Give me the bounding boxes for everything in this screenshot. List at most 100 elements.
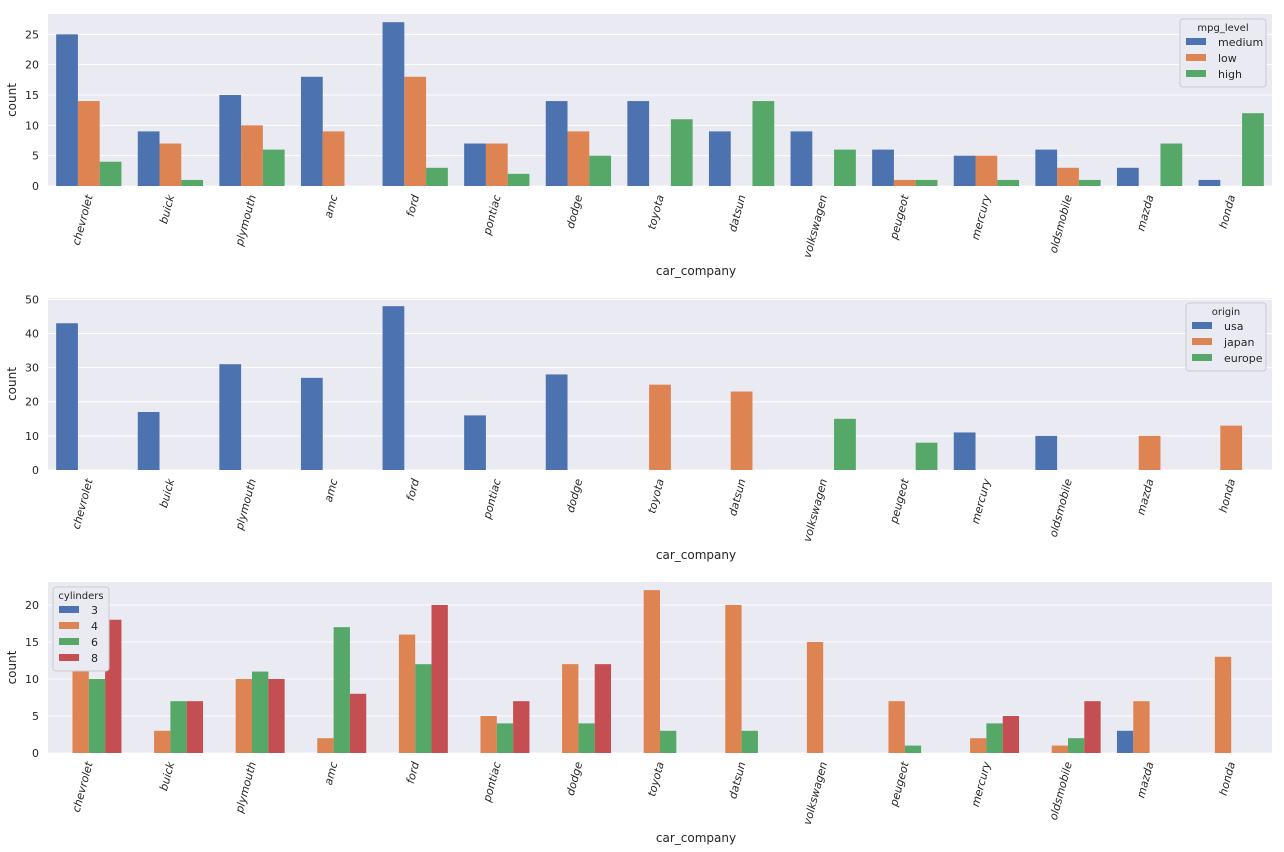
bar — [235, 678, 252, 753]
bar — [464, 415, 486, 470]
y-tick-label: 0 — [32, 180, 39, 193]
x-tick-label: toyota — [645, 193, 667, 231]
bar — [154, 730, 171, 753]
y-tick-label: 15 — [25, 636, 39, 649]
y-tick-label: 5 — [32, 150, 39, 163]
x-tick-label: ford — [404, 759, 423, 785]
x-tick-label: buick — [157, 193, 177, 225]
legend-title: cylinders — [58, 591, 103, 602]
bar — [888, 701, 905, 753]
bar — [349, 693, 367, 753]
bar — [752, 101, 775, 186]
bar — [77, 101, 100, 186]
bar — [545, 101, 568, 186]
x-tick-label: volkswagen — [801, 477, 830, 543]
bar — [262, 149, 285, 186]
x-tick-label: dodge — [564, 477, 586, 514]
bar — [1078, 179, 1101, 186]
y-tick-label: 10 — [25, 430, 39, 443]
x-tick-label: plymouth — [233, 193, 259, 248]
bar — [545, 374, 568, 470]
bar — [790, 131, 813, 186]
y-tick-label: 20 — [25, 599, 39, 612]
bar — [730, 391, 753, 470]
x-tick-label: peugeot — [887, 477, 912, 526]
legend: cylinders 3 4 6 8 — [52, 586, 110, 672]
x-tick-label: volkswagen — [801, 193, 830, 259]
bar — [660, 730, 677, 753]
bar — [300, 377, 323, 470]
legend-swatch — [59, 606, 79, 613]
bar — [915, 442, 938, 470]
x-tick-label: chevrolet — [70, 760, 96, 814]
x-tick-label: ford — [404, 476, 423, 502]
bar — [741, 730, 758, 753]
bar — [806, 641, 824, 753]
legend-label: usa — [1224, 320, 1243, 333]
bar — [317, 738, 334, 753]
x-tick-label: mercury — [969, 193, 994, 241]
bar — [1084, 701, 1101, 753]
bar — [953, 432, 976, 470]
bar — [431, 604, 448, 753]
legend-label: 3 — [91, 604, 98, 617]
bar — [480, 715, 497, 753]
y-tick-label: 20 — [25, 59, 39, 72]
bar — [594, 664, 612, 753]
legend-label: europe — [1224, 352, 1263, 365]
bar — [708, 131, 731, 186]
bar — [485, 143, 508, 186]
y-tick-label: 5 — [32, 710, 39, 723]
y-tick-label: 30 — [25, 362, 39, 375]
x-tick-label: pontiac — [480, 477, 503, 521]
x-tick-label: peugeot — [887, 760, 912, 809]
bar — [834, 149, 856, 186]
bar — [649, 384, 671, 470]
bar — [382, 306, 405, 470]
x-tick-label: datsun — [726, 760, 748, 800]
y-tick-label: 10 — [25, 673, 39, 686]
x-tick-label: mercury — [969, 477, 994, 525]
bar — [268, 678, 285, 753]
bar — [1057, 167, 1079, 186]
bar — [1116, 730, 1134, 753]
bar — [496, 723, 514, 753]
x-axis-label: car_company — [656, 264, 736, 278]
legend-label: low — [1218, 52, 1237, 65]
x-tick-label: dodge — [564, 193, 586, 230]
bar — [99, 161, 122, 186]
legend-label: 6 — [91, 636, 98, 649]
bar — [1160, 143, 1183, 186]
bar — [589, 155, 612, 186]
bar — [1220, 425, 1243, 470]
legend: origin usa japan europe — [1185, 302, 1267, 372]
legend-swatch — [59, 622, 79, 629]
bar — [137, 131, 160, 186]
bar — [986, 723, 1003, 753]
x-tick-label: ford — [404, 192, 423, 218]
x-tick-label: dodge — [564, 760, 586, 797]
bar — [513, 701, 530, 753]
x-tick-label: toyota — [645, 477, 667, 515]
bar — [170, 701, 187, 753]
bar — [670, 119, 693, 186]
legend-label: high — [1218, 68, 1242, 81]
bar — [953, 155, 976, 186]
bar — [1242, 113, 1264, 186]
y-tick-label: 20 — [25, 396, 39, 409]
y-tick-label: 0 — [32, 464, 39, 477]
legend-swatch — [1192, 354, 1212, 361]
bar — [241, 125, 263, 186]
legend-title: origin — [1212, 307, 1240, 318]
x-tick-label: volkswagen — [801, 760, 830, 826]
bar — [1138, 435, 1161, 470]
chart-panel-3: 0 5 10 15 20 chevrolet buick plymouth amc ford pon… — [5, 582, 1272, 845]
x-tick-label: datsun — [726, 477, 748, 517]
bar — [219, 94, 242, 186]
legend-label: medium — [1218, 36, 1263, 49]
bar — [915, 179, 938, 186]
bar — [578, 723, 595, 753]
x-tick-label: honda — [1217, 193, 1239, 230]
legend-label: 4 — [91, 620, 98, 633]
